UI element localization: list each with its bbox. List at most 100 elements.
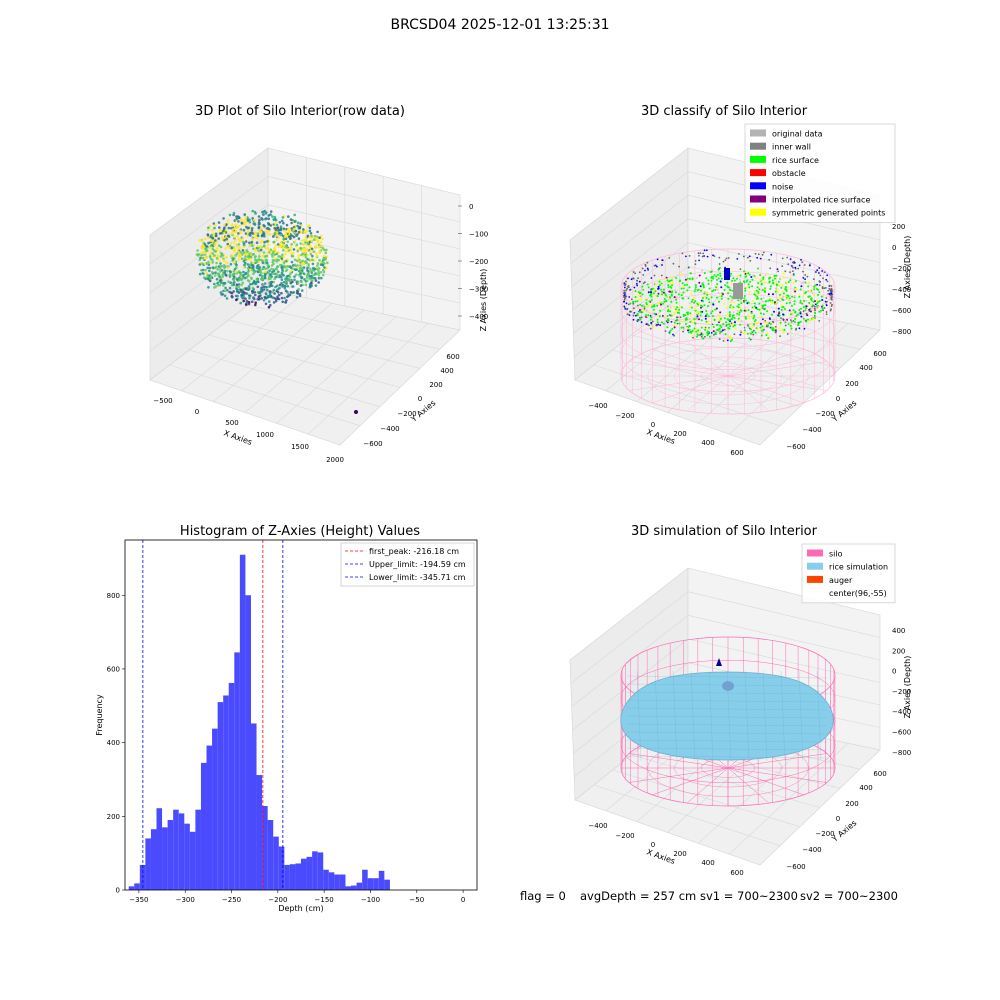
scatter-point xyxy=(237,291,241,294)
scatter-point xyxy=(259,248,263,252)
classified-point xyxy=(645,309,648,312)
inner-wall-point xyxy=(633,312,636,314)
classified-point xyxy=(804,309,807,312)
classified-point xyxy=(645,297,648,300)
classified-point xyxy=(757,267,760,270)
classified-point xyxy=(782,292,785,295)
inner-wall-point xyxy=(784,324,787,327)
scatter-point xyxy=(271,296,275,299)
classified-point xyxy=(711,315,714,318)
classified-point xyxy=(685,311,688,314)
histogram-bar xyxy=(184,823,190,890)
scatter-point xyxy=(285,223,289,227)
histogram-bar xyxy=(200,762,207,890)
classified-point xyxy=(810,297,812,300)
classified-point xyxy=(808,302,811,304)
scatter-point xyxy=(223,281,227,285)
classified-point xyxy=(705,297,708,299)
scatter-point xyxy=(236,245,240,248)
grid-line xyxy=(667,309,785,413)
scatter-point xyxy=(264,270,267,274)
inner-wall-point xyxy=(825,278,828,281)
histogram-bar xyxy=(301,858,307,890)
scatter-point xyxy=(208,266,212,270)
scatter-point xyxy=(256,232,260,235)
histogram-bar xyxy=(217,702,224,890)
scatter-point xyxy=(251,209,254,213)
histogram-bar xyxy=(167,820,174,890)
classified-point xyxy=(761,289,764,292)
classified-point xyxy=(696,305,699,308)
scatter-point xyxy=(261,267,265,271)
scatter-point xyxy=(226,234,230,238)
scatter-point xyxy=(276,226,280,230)
classified-point xyxy=(701,337,704,340)
y-tick-label: 600 xyxy=(873,350,886,358)
classified-point xyxy=(694,288,697,291)
inner-wall-point xyxy=(656,258,659,261)
classified-point xyxy=(647,291,650,294)
scatter-point xyxy=(202,247,205,250)
classified-point xyxy=(700,304,703,307)
scatter-point xyxy=(289,272,292,276)
scatter-point xyxy=(213,254,216,257)
inner-wall-point xyxy=(723,328,726,331)
scatter-point xyxy=(301,259,305,263)
inner-wall-point xyxy=(769,267,772,270)
classified-point xyxy=(648,300,651,303)
classified-point xyxy=(731,307,734,310)
scatter-point xyxy=(264,267,267,271)
inner-wall-point xyxy=(644,263,647,266)
scatter-point xyxy=(272,301,276,304)
y-tick-label: −200 xyxy=(397,410,416,418)
avg-depth-text: avgDepth = 257 cm xyxy=(580,889,697,903)
classified-point xyxy=(763,321,766,324)
classified-point xyxy=(706,322,709,325)
x-tick-label: −350 xyxy=(129,896,148,904)
scatter-point xyxy=(256,264,259,268)
surface-mesh xyxy=(626,723,828,727)
classified-point xyxy=(689,272,692,275)
inner-wall-point xyxy=(627,286,629,288)
inner-wall-point xyxy=(818,272,820,274)
classified-point xyxy=(634,290,637,293)
inner-wall-point xyxy=(777,270,780,273)
scatter-point xyxy=(296,249,300,253)
scatter-point xyxy=(248,294,251,297)
classified-point xyxy=(725,323,728,326)
classified-point xyxy=(664,278,667,280)
scatter-point xyxy=(251,237,255,240)
scatter-point xyxy=(319,271,323,274)
scatter-point xyxy=(236,234,239,238)
x-tick-label: 500 xyxy=(225,419,238,427)
scatter-point xyxy=(316,262,320,265)
classified-point xyxy=(767,324,769,327)
scatter-point xyxy=(318,236,321,240)
classified-point xyxy=(764,307,766,310)
classified-point xyxy=(725,306,728,309)
scatter-point xyxy=(281,300,285,304)
x-axis-label: X Axies xyxy=(645,427,676,446)
scatter-point xyxy=(297,256,300,260)
scatter-point xyxy=(252,272,255,276)
classified-point xyxy=(743,271,746,274)
scatter-point xyxy=(210,270,214,274)
scatter-point xyxy=(235,266,238,270)
classified-point xyxy=(700,326,703,329)
scatter-point xyxy=(218,283,222,287)
inner-wall-point xyxy=(749,259,752,262)
scatter-point xyxy=(216,282,219,285)
classified-point xyxy=(744,287,747,290)
classified-point xyxy=(817,288,820,291)
x-tick-label: −200 xyxy=(268,896,287,904)
classified-point xyxy=(659,309,662,312)
classified-point xyxy=(719,272,722,275)
classified-point xyxy=(769,287,772,290)
scatter-point xyxy=(258,273,262,277)
classified-point xyxy=(807,290,810,292)
classified-point xyxy=(696,311,699,314)
inner-wall-point xyxy=(639,316,641,319)
x-tick-label: −400 xyxy=(588,822,607,830)
scatter-point xyxy=(207,286,210,289)
inner-wall-point xyxy=(726,339,729,342)
